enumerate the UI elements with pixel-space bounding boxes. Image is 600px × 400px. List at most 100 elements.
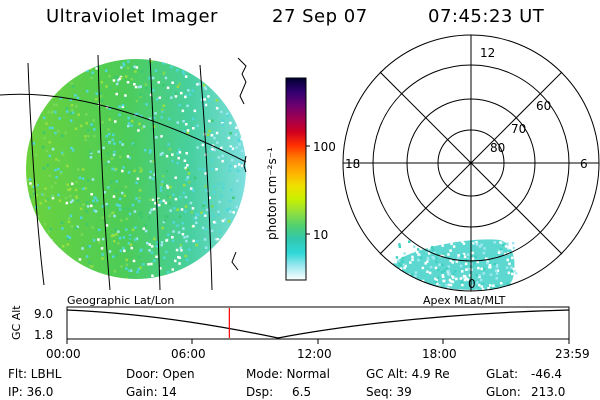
aurora-speckle [500,242,504,245]
geo-speckle [242,264,245,267]
geo-speckle [89,65,92,68]
geo-speckle [144,148,147,152]
geo-speckle [137,268,140,271]
aurora-speckle [445,283,448,287]
aurora-speckle [477,266,480,270]
geo-speckle [34,76,38,79]
geo-speckle [126,248,130,252]
geo-speckle [38,224,41,228]
geo-speckle [210,159,213,162]
geo-speckle [31,254,34,257]
aurora-speckle [431,248,435,251]
geo-speckle [136,177,140,180]
geo-speckle [32,185,36,188]
geo-speckle [107,128,110,131]
geo-speckle [108,75,111,78]
aurora-speckle [472,242,475,245]
aurora-speckle [390,288,393,291]
geo-speckle [85,113,88,116]
geo-speckle [185,123,188,126]
aurora-speckle [414,279,417,282]
colorbar-label: photon cm⁻²s⁻¹ [265,147,279,240]
geo-speckle [214,206,218,209]
geo-speckle [47,243,51,247]
geo-speckle [228,169,231,172]
geo-speckle [118,204,122,208]
geo-speckle [43,231,47,234]
geo-speckle [176,69,179,72]
geo-speckle [34,153,38,157]
geo-speckle [26,221,29,224]
aurora-speckle [459,264,463,268]
geo-speckle [139,166,142,170]
geo-speckle [221,122,224,125]
geo-speckle [138,122,141,126]
geo-speckle [223,67,227,70]
geo-speckle [208,83,212,86]
geo-speckle [238,233,241,237]
colorbar-strip [285,77,307,281]
geo-speckle [122,62,125,65]
geo-speckle [121,191,124,195]
aurora-speckle [498,250,501,253]
geo-speckle [81,247,84,250]
geo-speckle [74,270,77,273]
geo-speckle [132,143,136,147]
geo-speckle [224,270,227,273]
geo-speckle [86,69,89,73]
geo-speckle [174,95,178,98]
aurora-speckle [513,269,516,272]
geo-speckle [66,235,70,238]
geo-speckle [162,104,166,107]
geo-speckle [117,204,120,207]
aurora-speckle [467,267,470,271]
geo-speckle [202,103,206,106]
geo-speckle [47,110,51,114]
geo-speckle [151,274,154,277]
geo-speckle [167,233,170,236]
xtick-0000: 00:00 [46,347,81,361]
geo-speckle [216,239,220,242]
geo-speckle [172,221,175,224]
geo-speckle [92,119,95,122]
geo-speckle [118,77,121,81]
geo-speckle [184,95,187,99]
geo-speckle [160,241,164,244]
geo-speckle [216,238,219,241]
geo-speckle [211,147,214,151]
geo-speckle [241,83,244,87]
geo-speckle [192,224,195,228]
geo-speckle [26,85,29,89]
aurora-speckle [403,266,406,270]
geo-speckle [112,195,116,198]
geo-speckle [217,210,220,214]
aurora-speckle [398,245,402,248]
geo-speckle [61,153,65,156]
geo-speckle [226,71,229,74]
geo-speckle [86,205,90,208]
geo-speckle [203,98,206,101]
geo-speckle [160,243,163,247]
aurora-speckle [449,280,453,283]
geo-speckle [166,186,170,189]
geo-speckle [110,157,114,160]
geo-speckle [48,141,52,144]
geo-speckle [195,268,198,272]
geo-speckle [95,98,98,101]
geo-speckle [176,152,179,155]
geo-speckle [204,189,208,192]
geo-speckle [37,90,40,93]
aurora-speckle [462,252,466,256]
geo-speckle [149,160,153,163]
geo-speckle [101,205,105,208]
aurora-speckle [499,247,502,251]
aurora-speckle [463,275,467,278]
dsp-label: Dsp: [246,385,274,399]
geo-speckle [127,60,130,63]
geo-speckle [85,210,88,213]
aurora-speckle [510,241,513,245]
geo-speckle [188,248,191,251]
geo-speckle [29,182,32,185]
geo-speckle [184,254,187,258]
geo-speckle [239,253,242,257]
